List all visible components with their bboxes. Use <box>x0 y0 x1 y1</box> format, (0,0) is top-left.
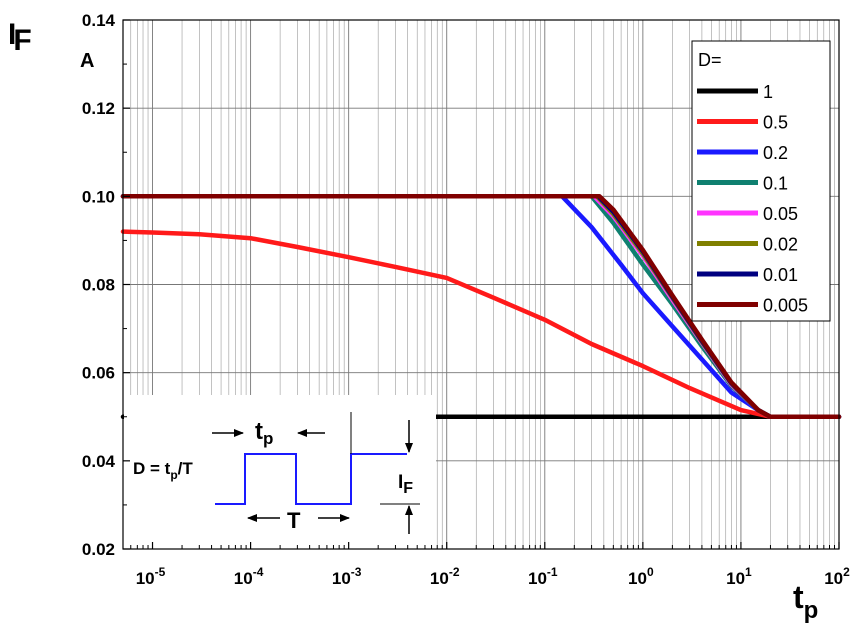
pulse-waveform <box>215 453 407 505</box>
legend-label: 0.1 <box>763 174 788 194</box>
amp-arrowhead-top <box>405 443 413 453</box>
amplitude-label: IF <box>398 472 413 497</box>
x-tick-label: 102 <box>824 565 850 588</box>
tp-arrowhead-left <box>234 429 244 437</box>
legend-label: 0.05 <box>763 204 798 224</box>
y-axis-title: IF <box>8 18 32 57</box>
series-line-0.005 <box>120 194 842 420</box>
period-arrowhead-right <box>340 514 350 522</box>
tp-arrowhead-right <box>297 429 307 437</box>
y-tick-label: 0.14 <box>82 11 116 30</box>
duty-cycle-formula: D = tp/T <box>133 459 193 482</box>
y-tick-label: 0.02 <box>82 540 115 559</box>
y-tick-label: 0.08 <box>82 276 115 295</box>
legend-label: 0.5 <box>763 113 788 133</box>
x-tick-label: 10-2 <box>430 565 460 588</box>
y-tick-label: 0.06 <box>82 364 115 383</box>
legend-label: 0.01 <box>763 265 798 285</box>
inset-background <box>124 395 436 549</box>
duty-cycle-inset: D = tp/T tp T IF <box>124 395 436 549</box>
x-tick-label: 10-1 <box>528 565 558 588</box>
x-tick-label: 101 <box>726 565 752 588</box>
legend: D= 1 0.5 0.2 0.1 0.05 0.02 0.01 0.005 <box>691 40 831 322</box>
x-axis-title: tp <box>793 579 818 624</box>
legend-label: 0.02 <box>763 235 798 255</box>
legend-label: 0.005 <box>763 296 808 316</box>
period-label: T <box>287 508 301 533</box>
period-arrowhead-left <box>247 514 257 522</box>
y-tick-label: 0.12 <box>82 99 115 118</box>
series-line-0.5 <box>120 229 842 420</box>
y-tick-label: 0.04 <box>82 452 116 471</box>
legend-label: 1 <box>763 82 773 102</box>
legend-label: 0.2 <box>763 143 788 163</box>
x-tick-label: 10-5 <box>136 565 166 588</box>
legend-title: D= <box>698 50 722 70</box>
x-tick-label: 10-4 <box>234 565 264 588</box>
y-tick-label: 0.10 <box>82 187 115 206</box>
pulse-width-label: tp <box>255 418 273 448</box>
axis-ticks: 0.02 0.04 0.06 0.08 0.10 0.12 0.14 10-5 10-4 10-3… <box>82 11 850 588</box>
series-layer <box>120 194 842 420</box>
legend-items: 1 0.5 0.2 0.1 0.05 0.02 0.01 0.005 <box>697 82 808 316</box>
x-tick-label: 100 <box>628 565 654 588</box>
amp-arrowhead-bottom <box>405 505 413 515</box>
y-axis-unit: A <box>80 50 94 72</box>
x-tick-label: 10-3 <box>332 565 362 588</box>
